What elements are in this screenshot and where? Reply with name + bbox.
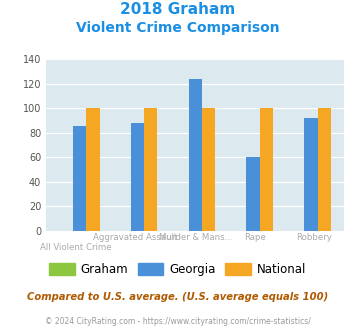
Bar	[246, 157, 260, 231]
Bar	[260, 109, 273, 231]
Bar	[317, 109, 331, 231]
Text: Murder & Mans...: Murder & Mans...	[158, 233, 232, 242]
Bar	[304, 118, 317, 231]
Bar	[189, 79, 202, 231]
Text: Compared to U.S. average. (U.S. average equals 100): Compared to U.S. average. (U.S. average …	[27, 292, 328, 302]
Text: Robbery: Robbery	[296, 233, 333, 242]
Bar	[86, 109, 100, 231]
Bar	[144, 109, 157, 231]
Text: Aggravated Assault: Aggravated Assault	[93, 233, 178, 242]
Text: Violent Crime Comparison: Violent Crime Comparison	[76, 21, 279, 35]
Text: 2018 Graham: 2018 Graham	[120, 2, 235, 16]
Bar	[202, 109, 215, 231]
Text: © 2024 CityRating.com - https://www.cityrating.com/crime-statistics/: © 2024 CityRating.com - https://www.city…	[45, 317, 310, 326]
Text: Rape: Rape	[244, 233, 266, 242]
Bar	[73, 126, 86, 231]
Text: All Violent Crime: All Violent Crime	[40, 243, 112, 251]
Bar	[131, 123, 144, 231]
Legend: Graham, Georgia, National: Graham, Georgia, National	[44, 258, 311, 281]
